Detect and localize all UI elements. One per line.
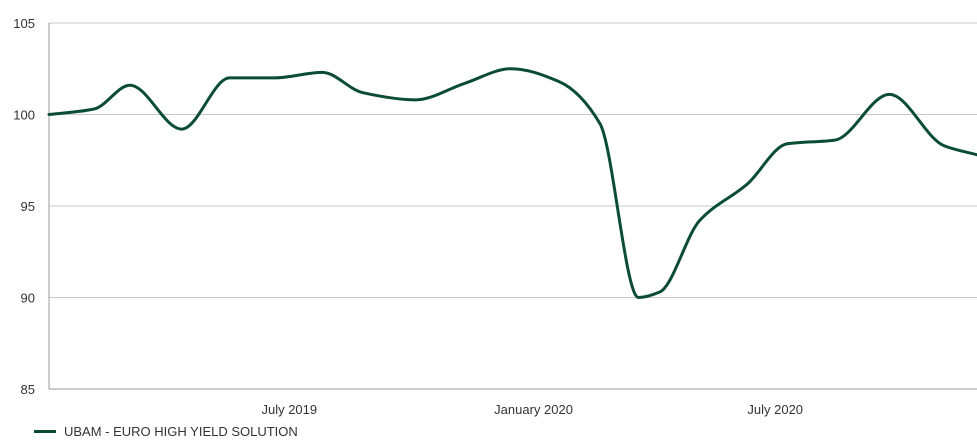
x-tick-label-1: January 2020 [494, 402, 573, 417]
series-lines [47, 67, 977, 299]
y-tick-label-95: 95 [21, 199, 35, 214]
legend-swatch [34, 430, 56, 433]
series-line-0 [47, 67, 977, 299]
y-tick-label-85: 85 [21, 382, 35, 397]
x-tick-labels: July 2019 January 2020 July 2020 [261, 402, 803, 417]
y-tick-labels: 85 90 95 100 105 [13, 16, 35, 397]
legend: UBAM - EURO HIGH YIELD SOLUTION [34, 424, 298, 439]
axes [48, 23, 977, 390]
y-tick-label-100: 100 [13, 108, 35, 123]
legend-label: UBAM - EURO HIGH YIELD SOLUTION [64, 424, 298, 439]
x-tick-label-2: July 2020 [747, 402, 803, 417]
y-tick-label-105: 105 [13, 16, 35, 31]
x-tick-label-0: July 2019 [261, 402, 317, 417]
y-tick-label-90: 90 [21, 291, 35, 306]
gridlines [49, 22, 977, 298]
